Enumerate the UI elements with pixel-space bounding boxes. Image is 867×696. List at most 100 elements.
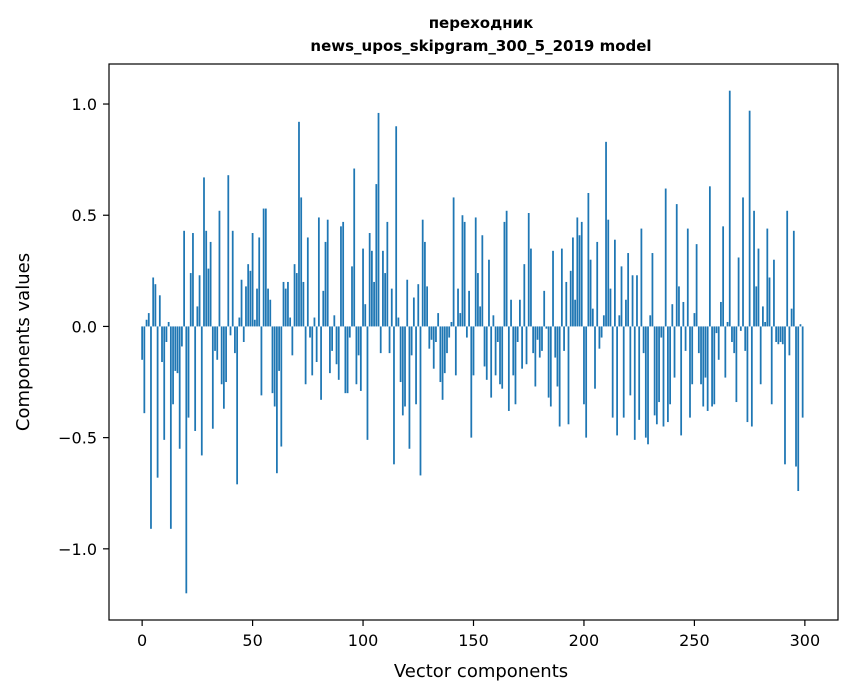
bar xyxy=(295,273,298,327)
bar xyxy=(602,315,605,327)
bar xyxy=(777,326,780,345)
bar xyxy=(408,326,411,449)
bar xyxy=(220,326,223,385)
bar xyxy=(762,306,764,327)
bar xyxy=(214,326,216,351)
bar xyxy=(583,326,585,405)
bar xyxy=(536,326,539,340)
bar xyxy=(742,197,744,327)
bar xyxy=(538,326,541,358)
chart-title: переходник xyxy=(429,14,534,32)
bar xyxy=(578,235,581,327)
bar xyxy=(664,188,667,327)
bar xyxy=(273,326,276,407)
bar xyxy=(181,326,183,347)
bar xyxy=(534,326,537,387)
bar xyxy=(609,288,612,327)
bar xyxy=(207,268,210,327)
bar xyxy=(499,326,501,385)
bar xyxy=(773,259,775,327)
bar xyxy=(470,326,473,438)
bar xyxy=(333,315,336,327)
bar xyxy=(231,230,234,327)
bar xyxy=(421,219,424,327)
bar xyxy=(662,326,665,427)
bar xyxy=(766,228,769,327)
x-tick-label: 50 xyxy=(242,631,262,650)
bar xyxy=(706,326,709,411)
bar xyxy=(384,273,387,327)
bar xyxy=(755,286,758,327)
bar xyxy=(326,219,329,327)
bar xyxy=(329,326,331,374)
bar xyxy=(788,326,791,356)
bar xyxy=(247,264,250,327)
bar xyxy=(651,253,654,327)
y-tick-label: 0.0 xyxy=(72,317,97,336)
bar xyxy=(463,221,466,327)
bar xyxy=(757,248,760,327)
bar xyxy=(724,326,727,378)
bar xyxy=(600,326,603,338)
bar xyxy=(733,326,736,354)
bar xyxy=(435,326,437,342)
bar xyxy=(720,301,722,327)
bar xyxy=(678,286,680,327)
bar xyxy=(514,326,517,405)
bar xyxy=(642,326,645,354)
bar xyxy=(313,317,316,327)
bar xyxy=(631,275,634,327)
bar xyxy=(704,326,707,378)
bar xyxy=(779,326,782,342)
bar xyxy=(616,326,618,436)
bar xyxy=(638,326,641,420)
bar xyxy=(523,264,526,327)
bar xyxy=(695,244,698,327)
bar xyxy=(167,321,170,327)
bar xyxy=(238,317,241,327)
bar xyxy=(353,168,356,327)
bar xyxy=(276,326,278,474)
bar xyxy=(461,215,464,327)
bar xyxy=(446,326,448,354)
bar xyxy=(549,326,552,407)
bar xyxy=(569,270,572,327)
bar xyxy=(386,221,389,327)
bar xyxy=(605,141,607,327)
bar xyxy=(262,208,265,327)
x-tick-label: 300 xyxy=(790,631,821,650)
bar xyxy=(527,213,530,327)
bar xyxy=(472,326,475,376)
x-tick-label: 100 xyxy=(348,631,379,650)
bar xyxy=(488,259,490,327)
bar xyxy=(563,326,565,351)
bar xyxy=(404,326,406,407)
bar xyxy=(560,248,563,327)
bar xyxy=(271,326,274,394)
bar xyxy=(468,290,470,327)
bar xyxy=(253,319,256,327)
bar xyxy=(589,259,592,327)
bar xyxy=(660,326,663,338)
bar xyxy=(348,326,351,338)
bar xyxy=(169,326,172,529)
bar xyxy=(516,326,519,342)
bar xyxy=(494,326,497,376)
bar xyxy=(689,326,691,418)
bar xyxy=(675,204,678,327)
bar xyxy=(640,228,643,327)
bar xyxy=(430,326,433,340)
bar xyxy=(364,304,367,327)
bar xyxy=(346,326,349,394)
bar xyxy=(611,326,614,418)
bar xyxy=(795,326,797,467)
bar xyxy=(552,250,554,327)
x-tick-label: 150 xyxy=(458,631,489,650)
bar xyxy=(481,235,484,327)
bar xyxy=(373,281,375,327)
bar xyxy=(234,326,236,354)
bar xyxy=(614,239,616,327)
bar xyxy=(682,301,685,327)
bar xyxy=(521,326,523,369)
